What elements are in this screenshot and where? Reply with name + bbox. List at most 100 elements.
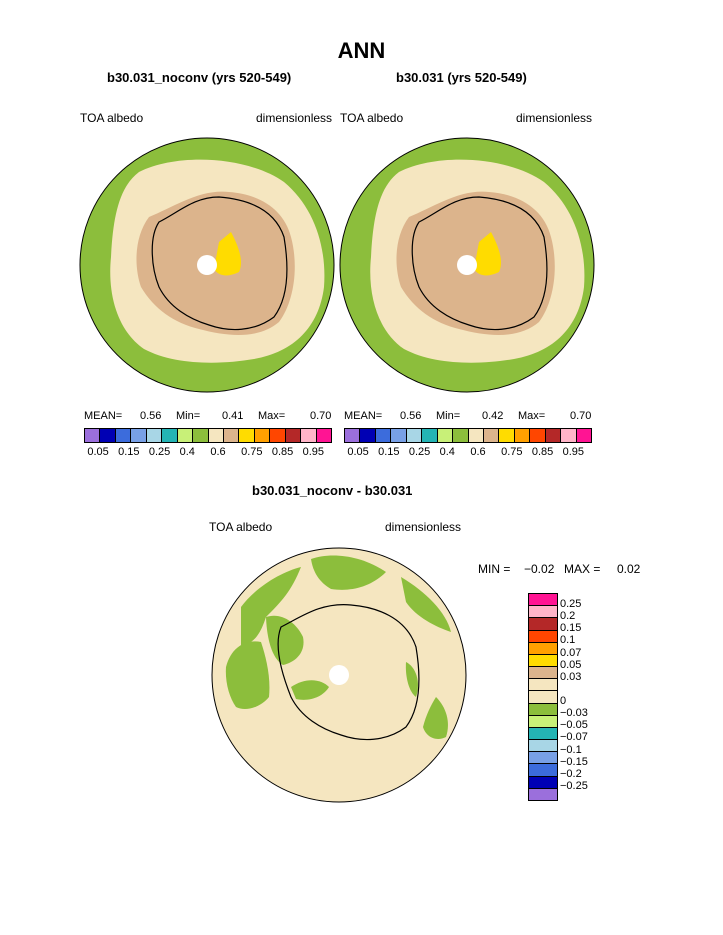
left-case-title: b30.031_noconv (yrs 520-549) [107,70,292,85]
colorbar-tick-label: 0.05 [347,446,369,458]
left-max-label: Max= [258,410,286,422]
colorbar-swatch [208,429,224,442]
left-max-value: 0.70 [310,410,332,422]
diff-min-value: −0.02 [524,562,555,576]
colorbar-swatch [529,764,557,777]
colorbar-swatch [193,429,209,442]
colorbar-swatch [177,429,194,442]
colorbar-swatch [422,429,438,442]
colorbar-swatch [453,429,469,442]
colorbar-tick-label: −0.25 [560,779,588,792]
left-colorbar [84,428,332,443]
colorbar-swatch [529,776,557,789]
colorbar-swatch [529,691,557,704]
left-mean-label: MEAN= [84,410,123,422]
colorbar-swatch [406,429,423,442]
colorbar-tick-label: 0.25 [408,446,431,458]
colorbar-swatch [529,654,557,668]
right-colorbar [344,428,592,443]
colorbar-tick-label: 0 [560,695,567,708]
colorbar-tick-label: 0.75 [241,446,263,458]
colorbar-swatch [529,727,557,741]
right-var-label: TOA albedo [340,111,404,125]
colorbar-swatch [529,740,557,753]
colorbar-swatch [529,703,557,716]
colorbar-swatch [529,594,557,607]
colorbar-swatch [239,429,255,442]
left-units-label: dimensionless [256,111,333,125]
colorbar-swatch [529,642,557,655]
left-var-label: TOA albedo [80,111,144,125]
colorbar-swatch [146,429,163,442]
colorbar-tick-label: 0.95 [562,446,585,458]
colorbar-tick-label: 0.07 [560,646,582,659]
colorbar-tick-label: 0.6 [210,446,226,458]
diff-colorbar [528,593,558,801]
colorbar-swatch [530,429,546,442]
colorbar-swatch [100,429,116,442]
colorbar-swatch [529,630,557,643]
diff-title: b30.031_noconv - b30.031 [252,483,413,498]
colorbar-swatch [85,429,101,442]
colorbar-tick-label: 0.4 [179,446,195,458]
colorbar-tick-label: 0.2 [560,610,576,623]
colorbar-swatch [437,429,454,442]
colorbar-swatch [254,429,271,442]
diff-var-label: TOA albedo [209,520,273,534]
colorbar-swatch [529,788,557,800]
figure-title: ANN [337,38,386,63]
diff-polar-map [211,547,467,803]
colorbar-tick-label: 0.85 [271,446,294,458]
colorbar-swatch [391,429,407,442]
colorbar-swatch [162,429,178,442]
colorbar-tick-label: 0.05 [87,446,109,458]
colorbar-tick-label: 0.75 [501,446,523,458]
diff-max-value: 0.02 [617,562,641,576]
colorbar-tick-label: 0.95 [302,446,325,458]
colorbar-swatch [529,606,557,619]
colorbar-swatch [576,429,591,442]
colorbar-tick-label: −0.2 [560,767,582,780]
colorbar-swatch [529,618,557,631]
colorbar-swatch [483,429,500,442]
colorbar-swatch [529,715,557,728]
diff-max-label: MAX = [564,562,601,576]
colorbar-swatch [345,429,361,442]
colorbar-tick-label: 0.1 [560,634,576,647]
colorbar-tick-label: −0.05 [560,719,588,732]
colorbar-swatch [316,429,331,442]
colorbar-swatch [514,429,531,442]
right-units-label: dimensionless [516,111,593,125]
colorbar-tick-label: 0.15 [118,446,140,458]
left-min-label: Min= [176,410,201,422]
colorbar-swatch [115,429,132,442]
right-min-label: Min= [436,410,461,422]
colorbar-swatch [529,679,557,692]
diff-units-label: dimensionless [385,520,462,534]
colorbar-tick-label: 0.03 [560,670,582,683]
colorbar-swatch [301,429,317,442]
colorbar-tick-label: 0.25 [148,446,171,458]
colorbar-tick-label: 0.85 [531,446,554,458]
colorbar-tick-label: −0.15 [560,755,588,768]
right-case-title: b30.031 (yrs 520-549) [396,70,527,85]
right-mean-value: 0.56 [400,410,422,422]
colorbar-swatch [270,429,286,442]
colorbar-swatch [545,429,562,442]
right-polar-map [339,137,595,393]
colorbar-swatch [529,667,557,680]
colorbar-swatch [561,429,577,442]
colorbar-tick-label: 0.15 [560,622,582,635]
colorbar-swatch [499,429,515,442]
colorbar-swatch [529,752,557,765]
colorbar-tick-label: 0.05 [560,658,582,671]
colorbar-tick-label: −0.03 [560,707,588,720]
right-mean-label: MEAN= [344,410,383,422]
colorbar-swatch [375,429,392,442]
right-min-value: 0.42 [482,410,504,422]
diff-min-label: MIN = [478,562,511,576]
left-mean-value: 0.56 [140,410,162,422]
colorbar-swatch [360,429,376,442]
colorbar-tick-label: −0.07 [560,731,588,744]
colorbar-tick-label: 0.15 [378,446,400,458]
